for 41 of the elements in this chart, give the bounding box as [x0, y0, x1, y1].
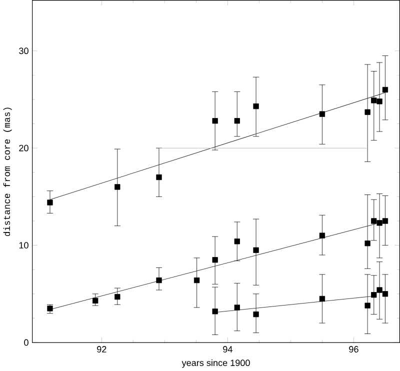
point [376, 98, 382, 104]
point [212, 256, 218, 263]
point [382, 86, 388, 92]
y-tick-label: 10 [19, 242, 28, 248]
point [382, 218, 388, 224]
point [371, 292, 377, 298]
point [47, 200, 53, 206]
point [376, 220, 382, 226]
y-axis-title: distance from core (mas) [3, 108, 12, 236]
point [253, 103, 259, 109]
point [364, 109, 370, 115]
point [234, 238, 240, 244]
point [319, 296, 326, 302]
x-tick-label: 94 [223, 346, 232, 352]
point [194, 277, 200, 284]
point [382, 290, 388, 297]
point [47, 306, 53, 312]
point [156, 277, 162, 284]
point [371, 218, 377, 224]
point [156, 174, 162, 180]
point [364, 302, 370, 308]
x-tick-label: 92 [97, 346, 106, 352]
point [319, 111, 326, 117]
point [364, 240, 370, 246]
point [319, 232, 326, 238]
point [212, 118, 218, 124]
x-axis-title: years since 1900 [182, 359, 250, 368]
point [371, 98, 377, 104]
point [234, 118, 240, 124]
point [114, 294, 120, 300]
x-tick-label: 96 [349, 346, 358, 352]
point [376, 287, 382, 293]
y-tick-label: 20 [19, 144, 28, 152]
y-tick-label: 30 [19, 48, 28, 54]
point [253, 311, 259, 318]
point [114, 184, 120, 190]
point [92, 298, 98, 304]
y-tick-label: 0 [24, 339, 28, 346]
point [212, 308, 218, 314]
point [234, 304, 240, 310]
point [253, 247, 259, 253]
